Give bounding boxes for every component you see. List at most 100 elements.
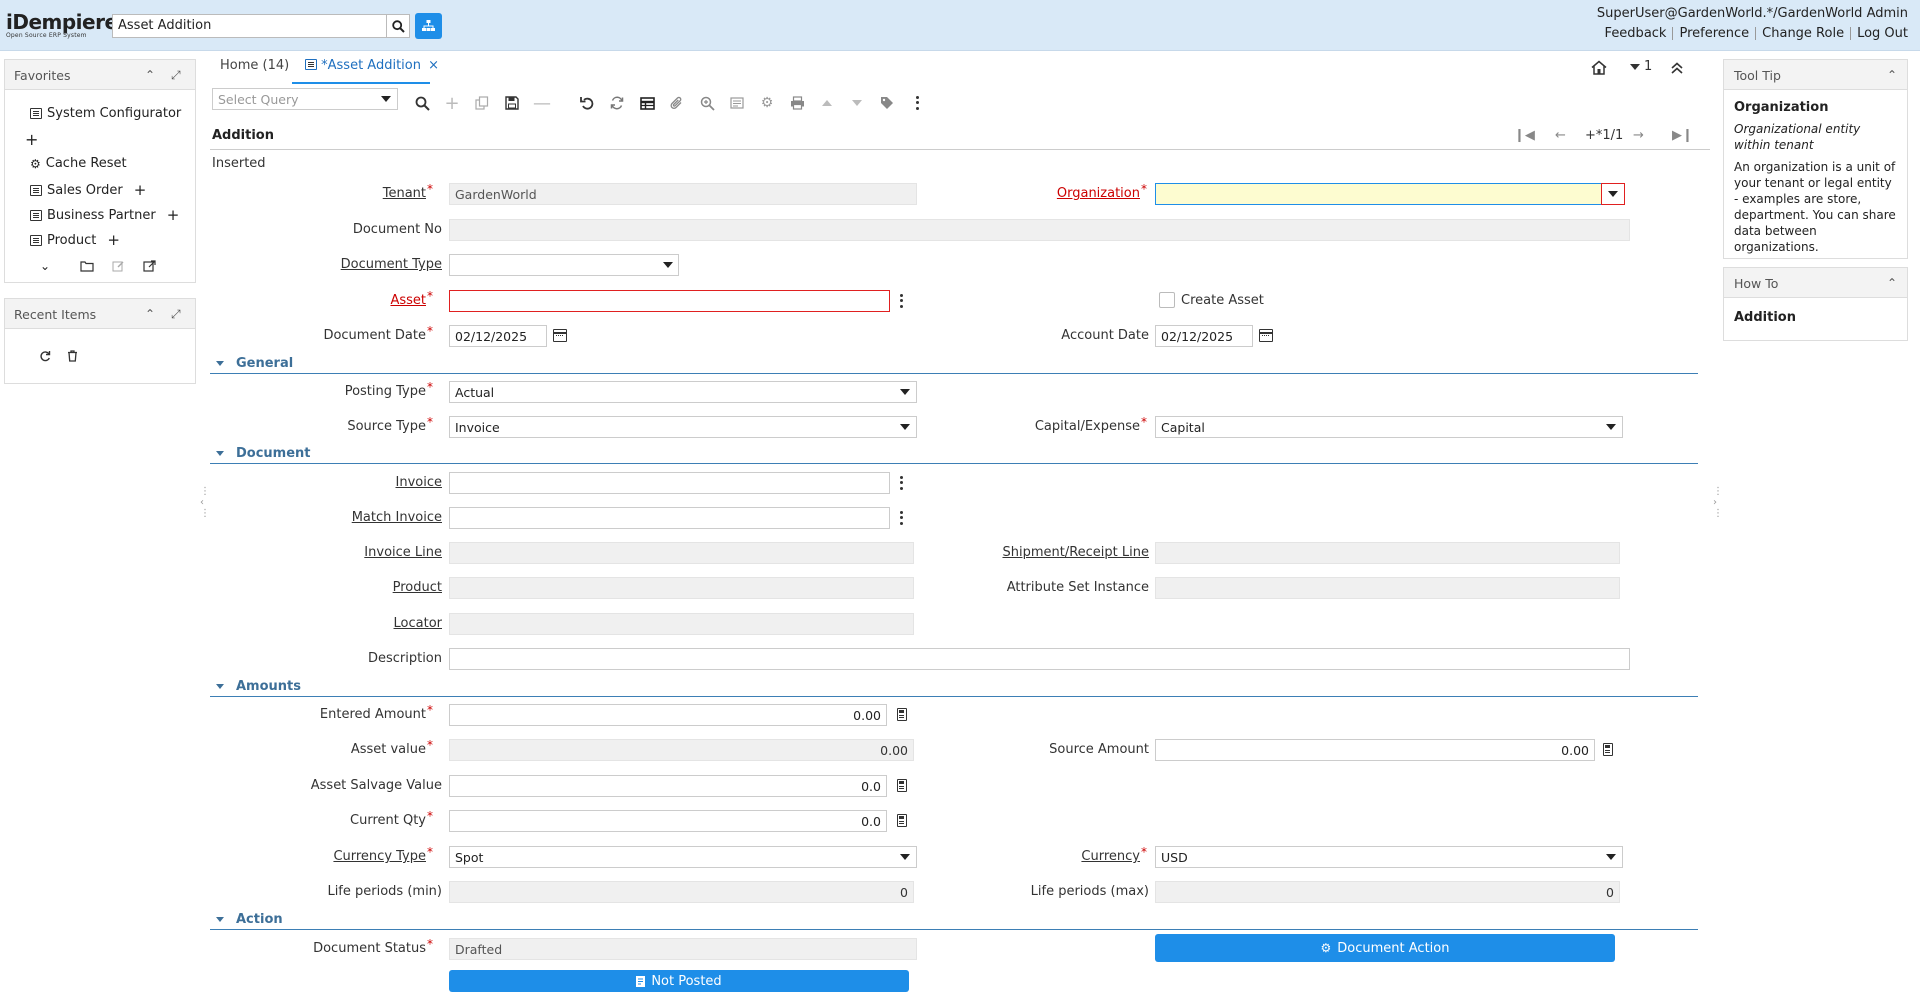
source-amount-field[interactable]: 0.00 [1155,739,1595,761]
match-invoice-options-icon[interactable] [896,510,906,526]
entered-amount-field[interactable]: 0.00 [449,704,887,726]
shipment-receipt-line-label[interactable]: Shipment/Receipt Line [1002,545,1149,560]
posting-type-select[interactable]: Actual [449,381,917,403]
tab-home[interactable]: Home (14) [220,58,290,73]
edit-icon[interactable] [112,260,125,272]
trash-icon[interactable] [67,350,78,362]
source-type-select[interactable]: Invoice [449,416,917,438]
refresh-icon[interactable] [39,350,51,362]
attachment-icon[interactable] [668,94,686,112]
source-type-dropdown-button[interactable] [893,416,917,438]
tab-asset-addition[interactable]: *Asset Addition × [305,58,439,73]
collapse-icon[interactable]: ⌃ [145,307,156,321]
logout-link[interactable]: Log Out [1850,27,1908,40]
previous-record-arrow[interactable]: ← [1555,128,1566,143]
invoice-label[interactable]: Invoice [395,475,442,490]
asset-salvage-value-field[interactable]: 0.0 [449,775,887,797]
search-icon[interactable] [413,94,431,112]
copy-icon[interactable] [473,94,491,112]
document-action-button[interactable]: ⚙ Document Action [1155,934,1615,962]
posted-button[interactable]: Not Posted [449,970,909,992]
collapse-icon[interactable]: ⌃ [145,68,156,82]
expand-icon[interactable]: ⤢ [171,307,181,321]
collapse-header-icon[interactable] [1670,62,1684,74]
add-favorite-icon[interactable]: + [25,130,39,149]
calculator-icon[interactable] [897,814,907,827]
currency-select[interactable]: USD [1155,846,1623,868]
folder-icon[interactable] [80,260,94,272]
match-invoice-label[interactable]: Match Invoice [351,510,442,525]
save-icon[interactable] [503,94,521,112]
document-type-field[interactable] [449,254,679,276]
currency-dropdown-button[interactable] [1599,846,1623,868]
process-gear-icon[interactable]: ⚙ [760,95,774,111]
favorite-item-product[interactable]: Product + [30,231,120,249]
organization-field[interactable] [1155,183,1625,205]
favorite-item-sales-order[interactable]: Sales Order + [30,181,146,199]
organization-dropdown-button[interactable] [1601,183,1625,205]
window-count-dropdown[interactable]: 1 [1630,59,1652,74]
currency-type-label[interactable]: Currency Type* [333,845,433,864]
undo-icon[interactable] [578,94,596,112]
calculator-icon[interactable] [897,708,907,721]
capital-expense-select[interactable]: Capital [1155,416,1623,438]
export-icon[interactable] [143,260,156,272]
currency-type-select[interactable]: Spot [449,846,917,868]
print-icon[interactable] [788,94,806,112]
refresh-icon[interactable] [608,94,626,112]
add-icon[interactable]: + [107,231,120,249]
previous-record-icon[interactable] [818,94,836,112]
feedback-link[interactable]: Feedback [1604,26,1667,41]
asset-label[interactable]: Asset* [390,289,433,308]
zoom-across-icon[interactable] [698,94,716,112]
grid-toggle-icon[interactable] [638,94,656,112]
change-role-link[interactable]: Change Role [1755,27,1850,40]
collapse-icon[interactable]: ⌃ [1886,68,1897,82]
home-icon[interactable] [1591,60,1607,75]
invoice-line-label[interactable]: Invoice Line [364,545,442,560]
calendar-icon[interactable] [1259,329,1273,342]
asset-field[interactable] [449,290,890,312]
global-search-input[interactable]: Asset Addition [112,14,388,38]
document-type-dropdown-button[interactable] [656,254,680,276]
posting-type-dropdown-button[interactable] [893,381,917,403]
add-icon[interactable]: + [166,206,180,224]
favorite-item-system-configurator[interactable]: System Configurator [30,106,181,121]
add-icon[interactable]: + [133,181,147,199]
currency-label[interactable]: Currency* [1081,845,1147,864]
calculator-icon[interactable] [897,779,907,792]
logo[interactable]: iDempiere Open Source ERP System [6,12,118,40]
create-asset-checkbox[interactable] [1159,292,1175,308]
select-query-button[interactable] [374,88,398,110]
next-record-icon[interactable] [848,94,866,112]
organization-label[interactable]: Organization* [1056,182,1147,201]
capital-expense-dropdown-button[interactable] [1599,416,1623,438]
calculator-icon[interactable] [1603,743,1613,756]
menu-tree-button[interactable] [415,13,442,39]
invoice-options-icon[interactable] [896,475,906,491]
product-label[interactable]: Product [392,580,442,595]
more-options-icon[interactable] [908,94,926,112]
locator-label[interactable]: Locator [393,616,442,631]
west-splitter[interactable]: ⋮ ‹ ⋮ [200,486,210,519]
match-invoice-field[interactable] [449,507,890,529]
collapse-icon[interactable]: ⌃ [1886,276,1897,290]
account-date-field[interactable]: 02/12/2025 [1155,325,1253,347]
search-button[interactable] [386,14,410,38]
next-record-arrow[interactable]: → [1633,128,1644,143]
document-type-label[interactable]: Document Type [340,257,442,272]
expand-icon[interactable]: ⤢ [171,68,181,82]
tenant-label[interactable]: Tenant* [382,182,433,201]
favorite-item-business-partner[interactable]: Business Partner + [30,206,179,224]
current-qty-field[interactable]: 0.0 [449,810,887,832]
invoice-field[interactable] [449,472,890,494]
delete-record-icon[interactable]: — [533,92,551,114]
new-record-icon[interactable]: + [444,92,460,114]
calendar-icon[interactable] [553,329,567,342]
select-query-dropdown[interactable]: Select Query [212,88,398,110]
preference-link[interactable]: Preference [1672,27,1755,40]
first-record-icon[interactable]: ❙◀ [1514,128,1535,143]
report-icon[interactable] [728,94,746,112]
east-splitter[interactable]: ⋮ › ⋮ [1713,486,1723,519]
favorite-item-cache-reset[interactable]: ⚙ Cache Reset [30,156,127,171]
